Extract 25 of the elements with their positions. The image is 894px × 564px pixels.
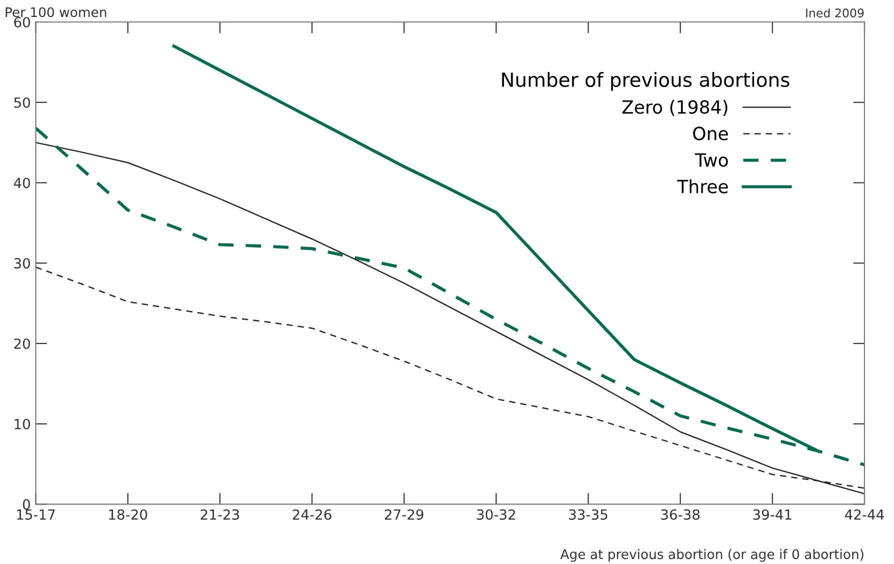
legend-label: One	[693, 126, 728, 140]
y-tick-label: 0	[22, 499, 30, 510]
x-axis-title: Age at previous abortion (or age if 0 abortion)	[560, 548, 864, 562]
y-axis-title: Per 100 women	[6, 7, 106, 18]
x-tick-label: 39-41	[753, 509, 792, 520]
x-tick-label: 42-44	[845, 509, 884, 520]
x-tick-label: 36-38	[661, 509, 700, 520]
x-tick-label: 33-35	[569, 509, 608, 520]
y-tick-label: 30	[14, 258, 30, 269]
y-tick-label: 60	[14, 16, 30, 28]
legend-label: Zero (1984)	[622, 100, 728, 116]
x-tick-label: 21-23	[200, 509, 239, 520]
x-tick-label: 30-32	[477, 509, 515, 520]
text: Ined 2009	[806, 8, 864, 18]
legend-title: Number of previous abortions	[502, 72, 790, 91]
x-tick-label: 24-26	[292, 509, 332, 520]
y-tick-label: 10	[14, 418, 30, 430]
x-tick-label: 15-17	[17, 510, 55, 520]
legend-label: Two	[694, 153, 728, 167]
legend-label: Three	[677, 179, 728, 194]
y-tick-label: 50	[14, 97, 30, 108]
y-tick-label: 20	[14, 338, 30, 349]
x-tick-label: 18-20	[109, 509, 148, 520]
x-tick-label: 27-29	[384, 509, 424, 520]
y-tick-label: 40	[14, 178, 30, 188]
